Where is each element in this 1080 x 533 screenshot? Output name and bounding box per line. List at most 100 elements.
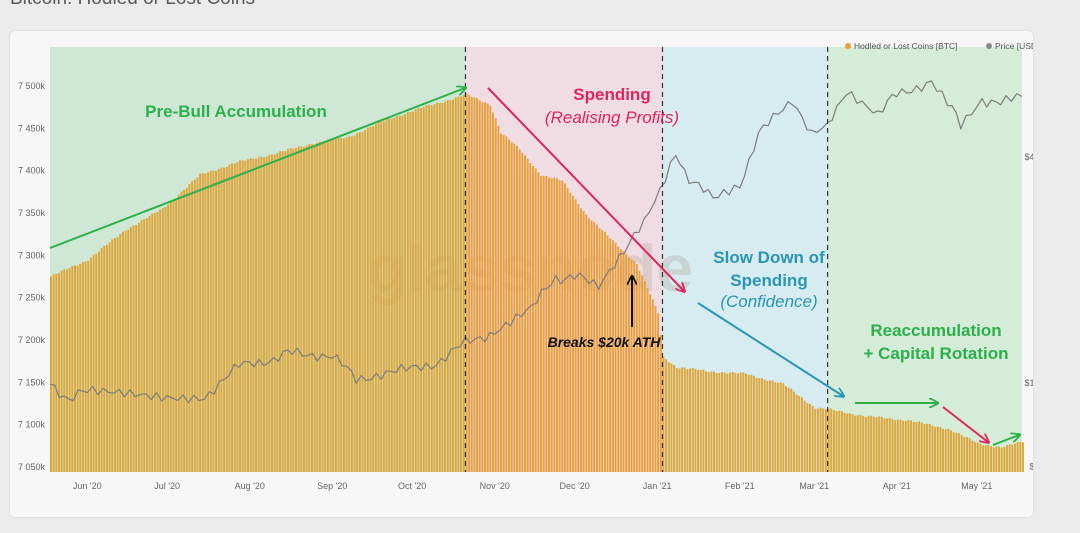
hodled-bar [574, 199, 577, 472]
hodled-bar [737, 373, 740, 472]
hodled-bar [295, 148, 297, 473]
hodled-bar [848, 413, 851, 472]
legend-label: Price [USD] [995, 41, 1033, 51]
hodled-bar [446, 99, 449, 472]
hodled-bar [998, 446, 1000, 472]
hodled-bar [907, 420, 910, 472]
hodled-bar [598, 228, 601, 472]
hodled-bar [172, 199, 175, 472]
hodled-bar [966, 437, 969, 472]
hodled-bar [619, 249, 622, 472]
hodled-bar [1008, 444, 1011, 472]
hodled-bar [65, 269, 68, 472]
hodled-bar [505, 136, 508, 472]
hodled-bar [761, 378, 763, 472]
hodled-bar [308, 144, 311, 473]
hodled-bar [257, 157, 260, 472]
hodled-bar [792, 391, 795, 472]
y-tick-label: 7 150k [18, 377, 46, 387]
hodled-bar [247, 159, 250, 472]
hodled-bar [795, 394, 798, 472]
hodled-bar [609, 238, 612, 472]
hodled-bar [673, 364, 676, 472]
hodled-bar [353, 135, 356, 472]
hodled-bar [108, 242, 111, 472]
hodled-bar [553, 177, 556, 472]
hodled-bar [590, 220, 593, 472]
hodled-bar [215, 170, 218, 472]
hodled-bar [185, 187, 188, 472]
y-tick-label: 7 100k [18, 420, 46, 430]
hodled-bar [116, 236, 119, 472]
hodled-bar [484, 102, 487, 472]
hodled-bar [891, 419, 894, 472]
hodled-bar [193, 179, 196, 472]
hodled-bar [856, 415, 859, 472]
hodled-bar [183, 189, 186, 472]
hodled-bar [611, 240, 614, 472]
hodled-bar [971, 440, 974, 472]
hodled-bar [177, 194, 180, 472]
hodled-bar [896, 419, 899, 472]
hodled-bar [944, 429, 947, 472]
hodled-bar [167, 204, 170, 472]
hodled-bar [428, 104, 431, 472]
x-tick-label: May '21 [961, 481, 992, 491]
hodled-bar [292, 148, 295, 472]
hodled-bar [516, 145, 518, 472]
hodled-bar [60, 270, 63, 472]
hodled-bar [329, 139, 332, 472]
hodled-bar [843, 413, 846, 472]
hodled-bar [665, 359, 668, 472]
hodled-bar [910, 420, 913, 472]
hodled-bar [326, 139, 329, 473]
hodled-bar [902, 420, 905, 472]
hodled-bar [204, 173, 207, 472]
hodled-bar [63, 269, 66, 472]
x-tick-label: Aug '20 [235, 481, 265, 491]
slow-down-label-1: Slow Down of [713, 248, 825, 267]
hodled-bar [361, 131, 364, 472]
hodled-bar [233, 163, 236, 473]
hodled-bar [79, 263, 82, 472]
hodled-bar [444, 101, 447, 472]
hodled-bar [52, 274, 55, 472]
x-tick-label: Apr '21 [883, 481, 911, 491]
hodled-bar [571, 195, 574, 472]
hodled-bar [393, 117, 396, 473]
hodled-bar [145, 218, 148, 472]
hodled-bar [57, 273, 60, 472]
hodled-bar [766, 380, 769, 472]
hodled-bar [236, 162, 239, 472]
hodled-bar [100, 247, 103, 472]
y-tick-label: 7 400k [18, 166, 46, 176]
hodled-bar [1003, 447, 1006, 472]
hodled-bar [137, 222, 140, 472]
hodled-bar [950, 430, 953, 472]
hodled-bar [518, 149, 521, 472]
hodled-bar [689, 368, 692, 472]
hodled-bar [76, 265, 79, 472]
hodled-bar [705, 371, 708, 472]
hodled-bar [816, 408, 819, 472]
x-tick-label: Sep '20 [317, 481, 347, 491]
hodled-bar [489, 105, 492, 473]
hodled-bar [374, 124, 377, 473]
hodled-bar [124, 230, 127, 472]
hodled-bar [433, 104, 436, 472]
slow-down-sub-label: (Confidence) [720, 292, 817, 311]
hodled-bar [934, 426, 937, 472]
hodled-bar [753, 375, 755, 472]
hodled-bar [225, 166, 228, 472]
hodled-bar [366, 127, 369, 472]
legend-swatch [986, 43, 992, 49]
hodled-bar [601, 229, 604, 472]
hodled-bar [784, 386, 787, 472]
hodled-bar [606, 235, 609, 472]
hodled-bar [976, 442, 979, 472]
hodled-bar [449, 100, 452, 472]
hodled-bar [81, 261, 84, 472]
hodled-bar [68, 268, 71, 472]
hodled-bar [468, 94, 471, 473]
hodled-bar [207, 172, 210, 472]
